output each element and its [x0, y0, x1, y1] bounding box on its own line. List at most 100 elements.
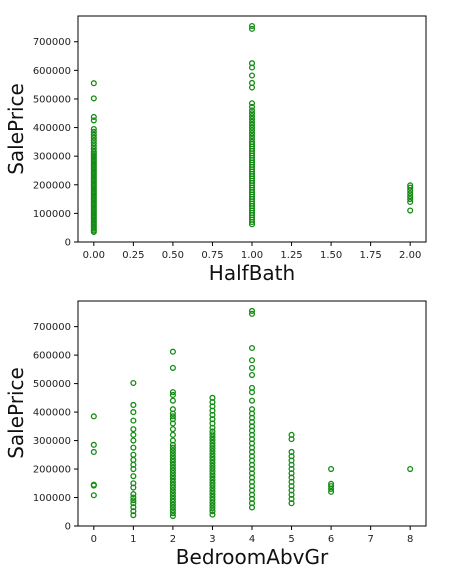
y-tick-label: 200000 — [33, 465, 71, 476]
data-point — [169, 447, 176, 454]
data-point — [209, 428, 216, 435]
data-point — [209, 451, 216, 458]
y-tick-label: 600000 — [33, 66, 71, 77]
x-tick-label: 1.50 — [320, 250, 342, 261]
x-tick-label: 2 — [170, 534, 176, 545]
data-point — [90, 131, 97, 138]
data-point — [130, 379, 137, 387]
data-point — [209, 479, 216, 486]
data-point — [169, 431, 176, 438]
x-tick-label: 0.50 — [162, 250, 184, 261]
x-tick-label: 0.75 — [201, 250, 223, 261]
y-tick-label: 700000 — [33, 322, 71, 333]
y-tick-label: 400000 — [33, 408, 71, 419]
data-point — [209, 473, 216, 481]
x-tick-label: 1.75 — [360, 250, 382, 261]
data-point — [407, 182, 414, 189]
y-tick-label: 600000 — [33, 351, 71, 362]
data-point — [169, 467, 176, 474]
data-point — [169, 464, 176, 471]
scatter-points-bedroomabvgr — [90, 307, 414, 520]
data-point — [90, 95, 97, 102]
data-point — [328, 480, 335, 487]
data-point — [209, 468, 216, 475]
x-tick-label: 0.00 — [83, 250, 105, 261]
data-point — [90, 137, 97, 144]
data-point — [169, 493, 176, 500]
data-point — [407, 465, 414, 473]
x-axis-label: HalfBath — [209, 261, 295, 285]
data-point — [169, 458, 176, 465]
x-tick-label: 8 — [407, 534, 413, 545]
data-point — [169, 456, 176, 463]
data-point — [90, 448, 97, 455]
data-point — [248, 115, 256, 123]
data-point — [248, 118, 256, 125]
data-point — [209, 445, 216, 452]
data-point — [169, 481, 176, 488]
data-point — [209, 434, 216, 441]
data-point — [407, 184, 414, 191]
data-point — [90, 145, 97, 153]
y-tick-label: 0 — [65, 522, 71, 533]
data-point — [90, 441, 97, 448]
data-point — [90, 117, 97, 124]
data-point — [248, 100, 256, 107]
data-point — [209, 471, 216, 478]
data-point — [90, 80, 97, 87]
data-point — [90, 143, 97, 150]
data-point — [169, 487, 176, 494]
data-point — [209, 431, 216, 438]
data-point — [209, 454, 216, 461]
data-point — [248, 25, 256, 32]
data-point — [169, 490, 176, 497]
y-tick-label: 700000 — [33, 37, 71, 48]
data-point — [328, 483, 335, 490]
x-tick-label: 6 — [328, 534, 334, 545]
data-point — [209, 488, 216, 495]
data-point — [169, 475, 176, 483]
data-point — [407, 193, 414, 200]
y-axis-label: SalePrice — [4, 83, 28, 175]
data-point — [209, 502, 216, 509]
data-point — [130, 417, 137, 424]
x-tick-label: 0 — [91, 534, 97, 545]
y-tick-label: 0 — [65, 238, 71, 249]
data-point — [169, 426, 176, 433]
data-point — [209, 442, 216, 449]
data-point — [209, 462, 216, 469]
data-point — [130, 480, 137, 487]
data-point — [130, 456, 137, 463]
data-point — [169, 478, 176, 485]
data-point — [169, 437, 176, 444]
data-point — [248, 127, 256, 134]
data-point — [169, 444, 176, 451]
data-point — [209, 505, 216, 512]
data-point — [209, 436, 216, 444]
data-point — [248, 72, 256, 79]
x-tick-label: 0.25 — [122, 250, 144, 261]
data-point — [90, 140, 97, 147]
x-tick-label: 2.00 — [399, 250, 421, 261]
data-point — [130, 473, 137, 480]
data-point — [248, 130, 256, 137]
data-point — [169, 510, 176, 517]
data-point — [248, 372, 256, 379]
x-tick-label: 5 — [288, 534, 294, 545]
data-point — [169, 397, 176, 404]
data-point — [209, 508, 216, 515]
y-tick-label: 300000 — [33, 152, 71, 163]
data-point — [248, 357, 256, 364]
data-point — [130, 401, 137, 409]
data-point — [248, 113, 256, 120]
data-point — [130, 444, 137, 451]
axis-ticks-halfbath: 0.00 0.25 0.50 0.75 1.00 1.25 1.50 1.75 2.00 0 100… — [33, 37, 422, 261]
data-point — [169, 470, 176, 477]
data-point — [169, 453, 176, 460]
data-point — [90, 481, 97, 488]
x-tick-label: 1.25 — [280, 250, 302, 261]
data-point — [248, 364, 256, 371]
data-point — [169, 501, 176, 508]
x-tick-label: 1.00 — [241, 250, 263, 261]
data-point — [209, 476, 216, 483]
